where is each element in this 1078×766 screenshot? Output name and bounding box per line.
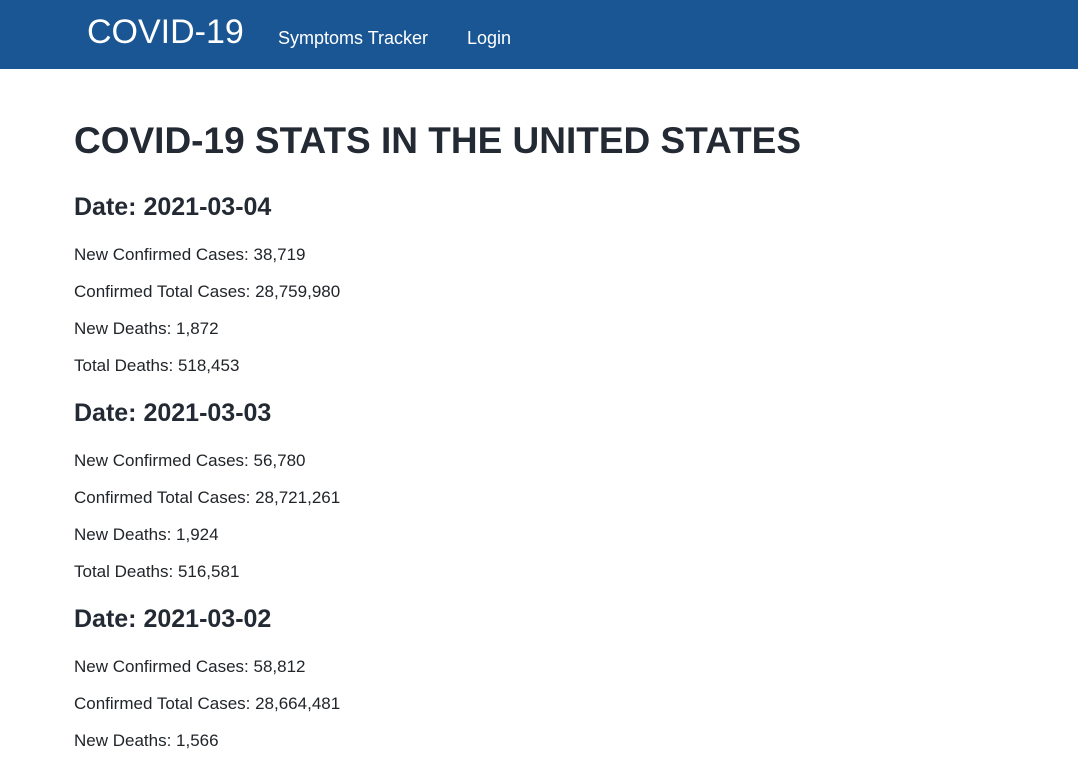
- confirmed-total-cases: Confirmed Total Cases: 28,759,980: [74, 282, 341, 301]
- day-section: Date: 2021-03-03 New Confirmed Cases: 56…: [74, 397, 1034, 582]
- confirmed-total-cases: Confirmed Total Cases: 28,721,261: [74, 488, 341, 507]
- confirmed-total-cases: Confirmed Total Cases: 28,664,481: [74, 694, 341, 713]
- day-section: Date: 2021-03-04 New Confirmed Cases: 38…: [74, 191, 1034, 376]
- brand-link[interactable]: COVID-19: [87, 13, 244, 51]
- new-confirmed-cases: New Confirmed Cases: 56,780: [74, 451, 306, 470]
- day-date-heading: Date: 2021-03-04: [74, 193, 272, 221]
- total-deaths: Total Deaths: 518,453: [74, 356, 240, 375]
- nav-link-login[interactable]: Login: [467, 28, 512, 48]
- top-navbar: COVID-19 Symptoms Tracker Login: [0, 0, 1078, 69]
- day-date-heading: Date: 2021-03-02: [74, 605, 272, 633]
- new-confirmed-cases: New Confirmed Cases: 38,719: [74, 245, 306, 264]
- main-content: COVID-19 STATS IN THE UNITED STATES Date…: [74, 119, 1034, 751]
- new-deaths: New Deaths: 1,872: [74, 319, 219, 338]
- new-deaths: New Deaths: 1,924: [74, 525, 219, 544]
- page-title: COVID-19 STATS IN THE UNITED STATES: [74, 120, 802, 161]
- new-confirmed-cases: New Confirmed Cases: 58,812: [74, 657, 306, 676]
- total-deaths: Total Deaths: 516,581: [74, 562, 240, 581]
- nav-link-symptoms-tracker[interactable]: Symptoms Tracker: [278, 28, 429, 48]
- day-date-heading: Date: 2021-03-03: [74, 399, 272, 427]
- day-section: Date: 2021-03-02 New Confirmed Cases: 58…: [74, 603, 1034, 751]
- new-deaths: New Deaths: 1,566: [74, 731, 219, 750]
